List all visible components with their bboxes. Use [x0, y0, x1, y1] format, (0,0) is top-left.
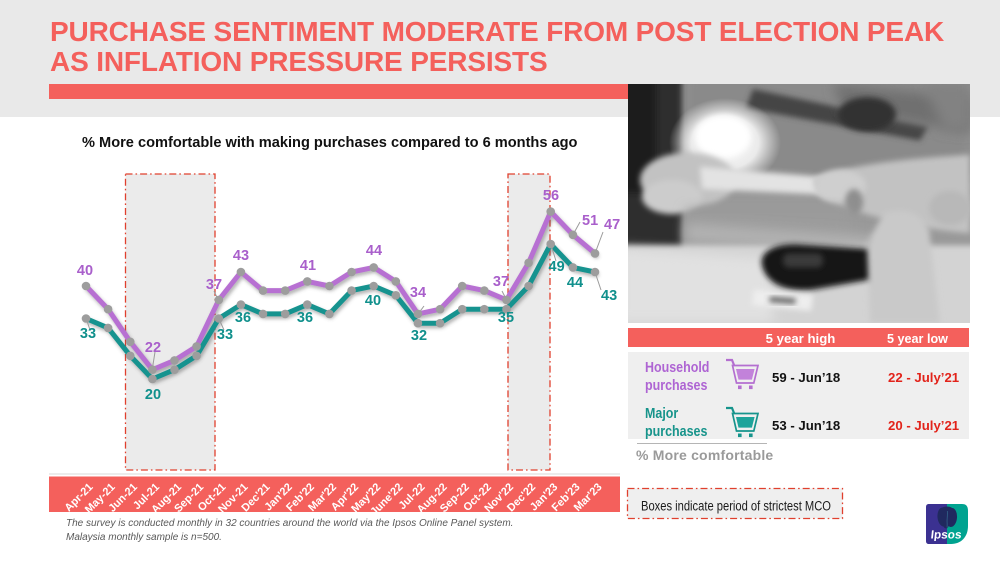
- svg-text:20: 20: [145, 387, 161, 403]
- svg-text:44: 44: [567, 275, 583, 291]
- svg-text:47: 47: [604, 217, 620, 233]
- svg-text:36: 36: [235, 310, 251, 326]
- svg-text:43: 43: [601, 288, 617, 304]
- svg-text:43: 43: [233, 248, 249, 264]
- svg-text:40: 40: [77, 263, 93, 279]
- svg-text:40: 40: [365, 293, 381, 309]
- svg-text:41: 41: [300, 258, 316, 274]
- svg-text:33: 33: [80, 326, 96, 342]
- svg-text:Boxes indicate period of stric: Boxes indicate period of strictest MCO: [641, 499, 831, 515]
- svg-text:22: 22: [145, 340, 161, 356]
- svg-text:37: 37: [206, 277, 222, 293]
- svg-text:51: 51: [582, 213, 598, 229]
- svg-text:44: 44: [366, 243, 382, 259]
- svg-text:32: 32: [411, 328, 427, 344]
- svg-text:35: 35: [498, 310, 514, 326]
- svg-text:56: 56: [543, 188, 559, 204]
- svg-text:37: 37: [493, 274, 509, 290]
- svg-text:36: 36: [297, 310, 313, 326]
- svg-text:49: 49: [549, 259, 565, 275]
- svg-text:34: 34: [410, 285, 426, 301]
- svg-text:33: 33: [217, 327, 233, 343]
- svg-text:Ipsos: Ipsos: [930, 528, 963, 542]
